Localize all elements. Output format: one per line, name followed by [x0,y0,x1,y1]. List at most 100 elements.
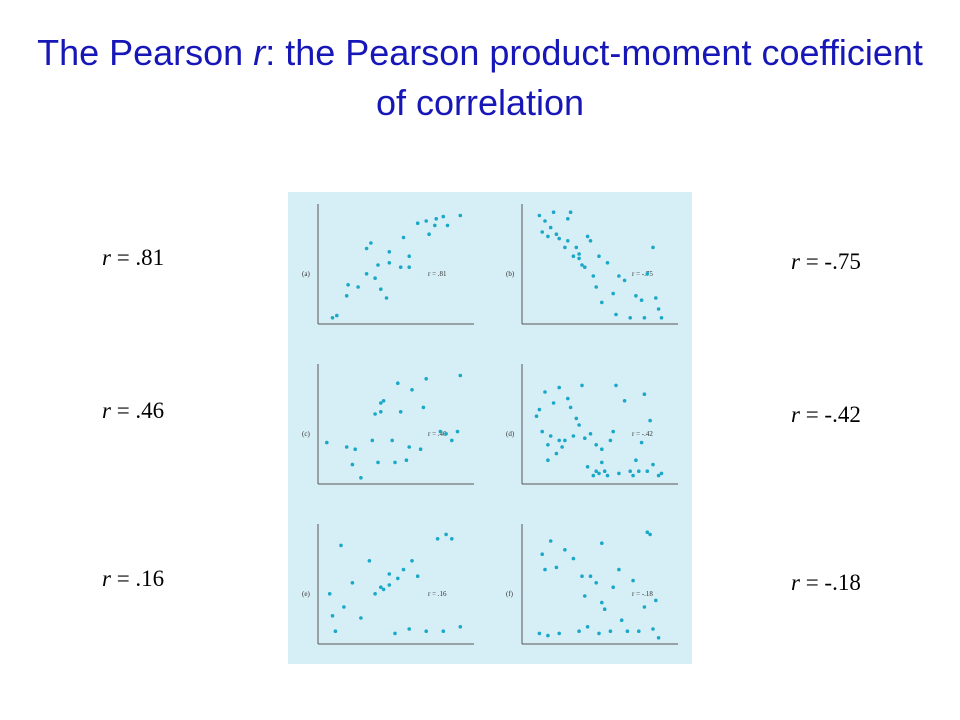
data-point [373,412,377,416]
data-point [577,256,581,261]
data-point [656,307,661,311]
r-annotation: r = -.42 [632,430,653,438]
r-label-right-2: r = -.18 [791,570,861,596]
data-point [407,445,411,449]
data-point [580,383,584,388]
data-point [574,245,579,250]
r-value: = .46 [110,398,165,423]
data-point [651,245,655,250]
data-point [557,631,561,636]
r-annotation: r = -.75 [632,270,653,278]
data-point [583,265,587,269]
data-point [543,567,547,572]
panel-label: (a) [302,270,310,278]
data-point [600,541,604,545]
data-point [566,239,570,243]
scatterplot-grid: (a) r = .81 (b) r = -.75 (c) r = .46 (d) r = -.… [302,204,678,645]
title-line-1: The Pearson r: the Pearson product-momen… [37,32,751,73]
r-symbol: r [102,566,111,591]
data-point [398,410,403,414]
scatter-panel-f: (f) r = -.18 [506,524,678,645]
data-point [571,434,576,438]
data-point [597,254,601,258]
r-symbol: r [791,402,800,427]
data-point [543,219,547,223]
data-point [381,587,386,592]
r-label-right-1: r = -.42 [791,402,861,428]
data-point [450,438,454,443]
data-point [384,296,389,300]
scatter-panel-d: (d) r = -.42 [506,364,678,485]
data-point [585,625,590,629]
data-point [554,565,559,570]
data-point [424,219,428,223]
data-point [445,223,450,228]
data-point [597,471,601,476]
data-point [410,388,414,392]
r-value: = -.42 [799,402,861,427]
data-point [563,245,567,250]
data-point [600,600,604,605]
r-annotation: r = .81 [428,270,447,278]
data-point [622,278,627,283]
data-point [585,234,590,239]
r-label-left-1: r = .46 [102,398,164,424]
panel-label: (e) [302,590,310,598]
data-point [537,407,542,412]
data-point [546,633,550,638]
data-point [651,462,655,467]
data-point [344,445,349,449]
r-annotation: r = .46 [428,430,447,438]
data-point [370,438,375,443]
data-point [407,627,411,631]
data-point [339,543,343,548]
data-point [458,625,463,629]
data-point [551,210,556,214]
data-point [346,283,350,287]
data-point [639,298,644,302]
data-point [617,567,621,572]
data-point [645,469,650,474]
data-point [622,399,627,403]
data-point [373,592,377,596]
data-point [563,548,567,552]
data-point [659,471,664,476]
data-point [625,629,630,633]
scatter-panel-b: (b) r = -.75 [506,204,678,325]
data-point [583,436,587,440]
data-point [617,471,621,476]
data-point [642,392,647,396]
data-point [557,236,561,241]
data-point [571,556,576,561]
data-point [379,410,383,414]
data-point [656,473,661,478]
data-point [605,261,610,265]
data-point [444,432,448,436]
data-point [577,252,581,256]
data-point [410,559,414,563]
data-point [455,429,460,434]
data-point [637,629,641,633]
data-point [619,618,624,622]
data-point [548,225,553,230]
title-text-1: The Pearson [37,32,254,73]
data-point [390,438,394,443]
data-point [387,583,392,587]
data-point [557,385,561,390]
title-line-2: coefficient of correlation [375,32,923,123]
data-point [359,476,363,480]
data-point [387,572,392,576]
data-point [588,239,593,243]
data-point [376,263,380,267]
data-point [373,276,377,280]
r-label-right-0: r = -.75 [791,249,861,275]
data-point [608,629,613,633]
data-point [634,458,638,463]
data-point [407,265,411,269]
data-point [537,631,542,636]
data-point [594,469,598,474]
data-point [364,272,369,276]
data-point [600,460,604,465]
data-point [415,221,420,225]
scatterplot-figure: (a) r = .81 (b) r = -.75 (c) r = .46 (d) r = -.… [288,192,692,664]
